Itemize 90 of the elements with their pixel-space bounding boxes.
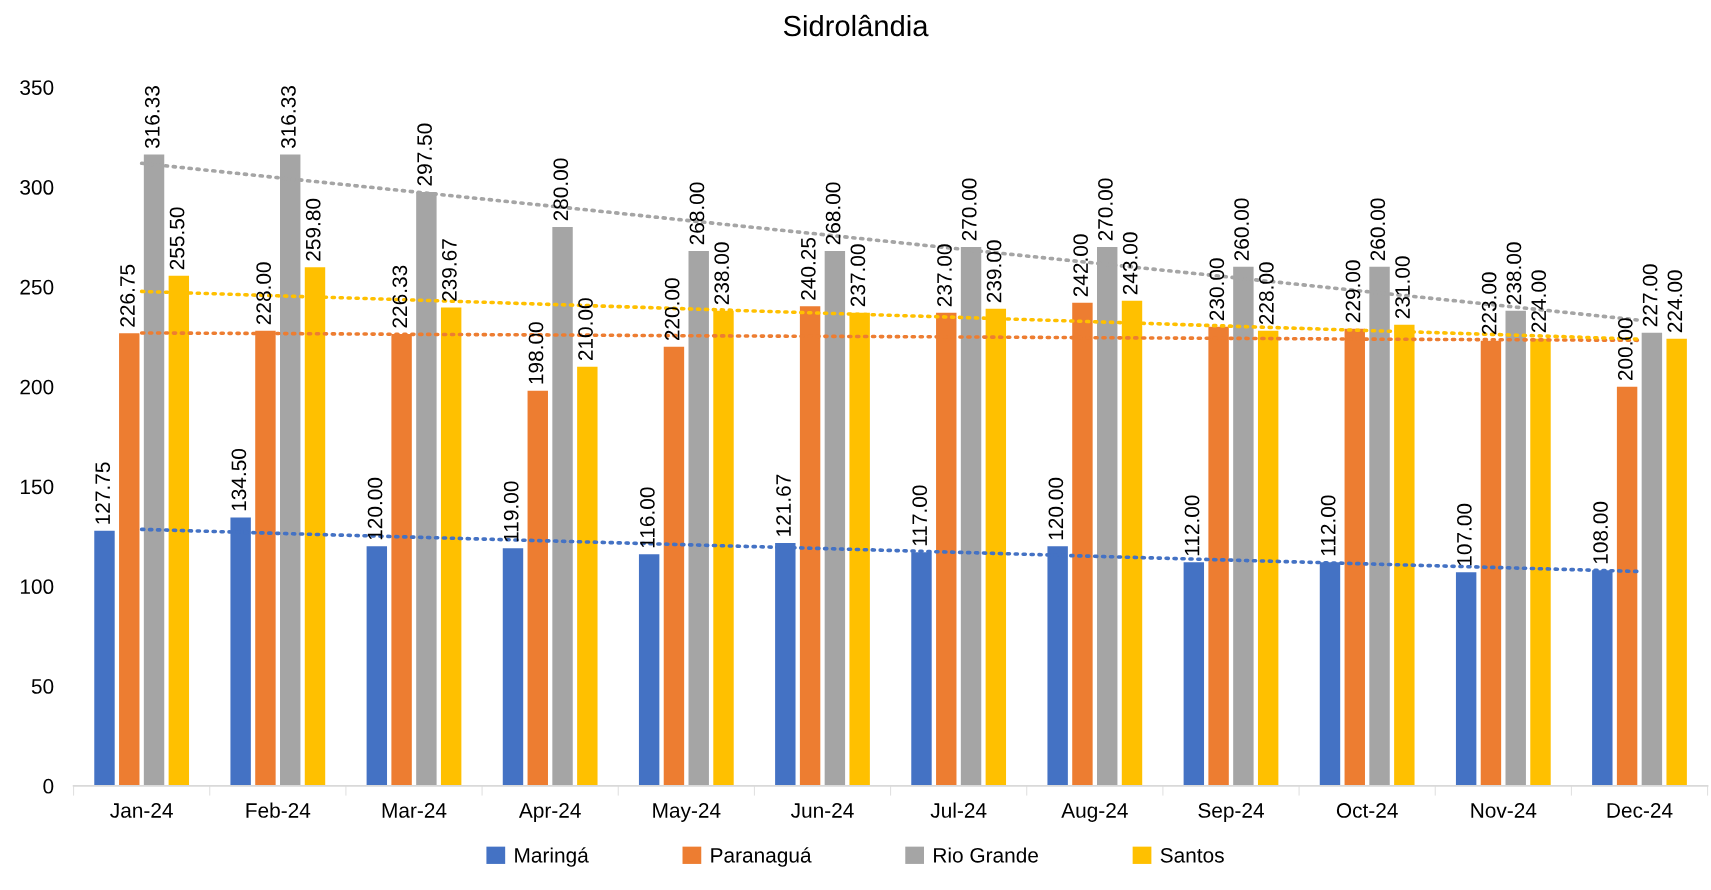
data-label: 237.00 [937, 244, 952, 307]
legend-label: Santos [1160, 847, 1224, 863]
bar [94, 530, 115, 786]
data-label: 260.00 [1370, 198, 1386, 261]
data-label: 127.75 [95, 462, 111, 524]
bar [638, 554, 660, 786]
data-label: 210.00 [578, 298, 593, 361]
data-label: 134.50 [231, 448, 247, 511]
data-label: 240.25 [800, 237, 816, 300]
y-tick-label: 150 [20, 479, 54, 495]
bar [1616, 386, 1638, 786]
data-label: 280.00 [553, 158, 569, 221]
data-label: 259.80 [305, 198, 321, 261]
data-label: 107.00 [1456, 503, 1472, 566]
bar [440, 307, 462, 786]
bar [527, 390, 548, 786]
bar [552, 226, 573, 786]
bar [1530, 338, 1551, 786]
x-tick-label: Sep-24 [1198, 803, 1264, 822]
data-label: 224.00 [1531, 270, 1547, 333]
bar [1455, 572, 1477, 786]
data-label: 268.00 [689, 182, 705, 245]
x-tick-label: Jul-24 [930, 802, 987, 818]
data-label: 223.00 [1481, 272, 1497, 335]
bar [824, 250, 846, 786]
data-label: 227.00 [1642, 264, 1658, 327]
data-label: 228.00 [1259, 262, 1274, 325]
chart-title: Sidrolândia [783, 14, 929, 37]
bar [1641, 332, 1663, 786]
y-tick-label: 350 [20, 80, 54, 95]
data-label: 228.00 [256, 262, 272, 325]
data-label: 116.00 [639, 487, 655, 548]
bar [366, 546, 388, 786]
x-tick-label: Dec-24 [1607, 803, 1673, 818]
y-tick-label: 50 [31, 679, 54, 694]
data-label: 237.00 [850, 244, 866, 307]
data-label: 198.00 [528, 322, 544, 384]
data-label: 238.00 [1506, 242, 1522, 305]
data-label: 229.00 [1345, 260, 1361, 323]
bar [1257, 330, 1279, 786]
data-label: 120.00 [367, 477, 383, 540]
legend-label: Paranaguá [711, 847, 812, 867]
data-label: 316.33 [281, 86, 296, 149]
y-tick-label: 100 [20, 579, 54, 595]
x-tick-label: Aug-24 [1061, 803, 1128, 822]
bar [1666, 338, 1687, 786]
data-label: 112.00 [1184, 495, 1200, 556]
data-label: 220.00 [664, 278, 680, 341]
legend-label: Maringá [515, 847, 589, 867]
x-tick-label: Jun-24 [790, 803, 854, 818]
y-tick-label: 0 [43, 778, 54, 794]
bar [663, 346, 685, 786]
bar [502, 548, 524, 786]
bar [688, 250, 709, 786]
x-tick-label: Apr-24 [518, 803, 581, 822]
data-label: 231.00 [1395, 256, 1410, 319]
data-label: 230.00 [1209, 258, 1225, 321]
data-label: 117.00 [912, 485, 928, 546]
data-label: 121.67 [776, 474, 791, 536]
data-label: 242.00 [1073, 234, 1089, 297]
data-label: 119.00 [503, 481, 519, 542]
x-tick-label: Jan-24 [110, 803, 173, 818]
legend-label: Rio Grande [934, 847, 1038, 863]
y-tick-label: 200 [20, 379, 54, 395]
x-tick-label: Mar-24 [382, 803, 447, 818]
data-label: 270.00 [1098, 178, 1113, 241]
data-label: 200.00 [1617, 318, 1633, 381]
data-label: 270.00 [961, 178, 977, 241]
data-label: 224.00 [1667, 270, 1683, 333]
y-tick-label: 300 [20, 180, 54, 195]
x-tick-label: May-24 [653, 803, 721, 822]
data-label: 239.67 [442, 239, 457, 301]
data-label: 226.33 [392, 265, 408, 328]
data-label: 316.33 [144, 86, 160, 149]
data-label: 226.75 [120, 264, 135, 327]
data-label: 238.00 [714, 242, 730, 305]
data-label: 255.50 [169, 207, 185, 270]
y-tick-label: 250 [20, 279, 54, 295]
data-label: 243.00 [1122, 232, 1138, 295]
data-label: 260.00 [1234, 198, 1249, 261]
data-label: 112.00 [1320, 495, 1336, 556]
x-tick-label: Nov-24 [1471, 803, 1537, 818]
data-label: 120.00 [1048, 477, 1064, 540]
data-label: 239.00 [986, 240, 1002, 303]
bar [577, 366, 598, 786]
x-tick-label: Oct-24 [1336, 803, 1398, 818]
data-label: 268.00 [825, 182, 841, 245]
x-tick-label: Feb-24 [246, 802, 311, 818]
data-label: 297.50 [417, 123, 432, 186]
data-label: 108.00 [1593, 501, 1608, 564]
